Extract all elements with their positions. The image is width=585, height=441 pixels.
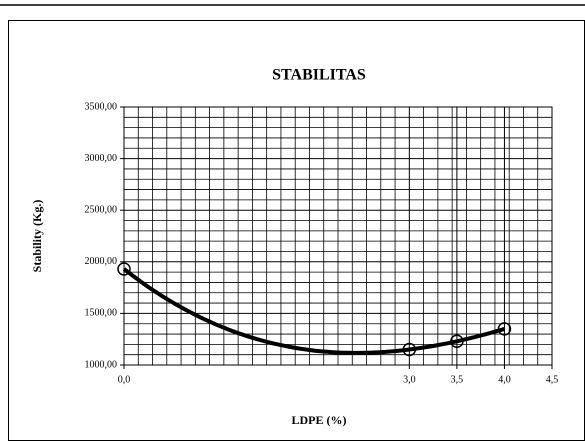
x-tick-label: 3,5	[451, 374, 464, 385]
data-point	[402, 342, 417, 357]
y-tick-label: 2000,00	[85, 256, 118, 267]
y-tick-label: 1000,00	[85, 359, 118, 370]
x-tick-label: 4,5	[546, 374, 559, 385]
data-point	[450, 334, 464, 349]
x-axis-label: LDPE (%)	[292, 413, 347, 427]
y-tick-label: 2500,00	[85, 204, 118, 215]
plot-border	[123, 106, 553, 366]
y-axis-label: Stability (Kg.)	[30, 200, 44, 273]
y-tick-label: 3500,00	[85, 101, 118, 112]
data-point	[117, 262, 131, 276]
x-tick-label: 3,0	[403, 374, 416, 385]
chart-title: STABILITAS	[272, 67, 366, 84]
y-tick-label: 3000,00	[85, 153, 118, 164]
x-tick-label: 4,0	[498, 374, 511, 385]
y-tick-label: 1500,00	[85, 308, 118, 319]
trendline	[122, 267, 505, 355]
x-tick-label: 0,0	[118, 374, 131, 385]
data-point	[497, 322, 512, 336]
